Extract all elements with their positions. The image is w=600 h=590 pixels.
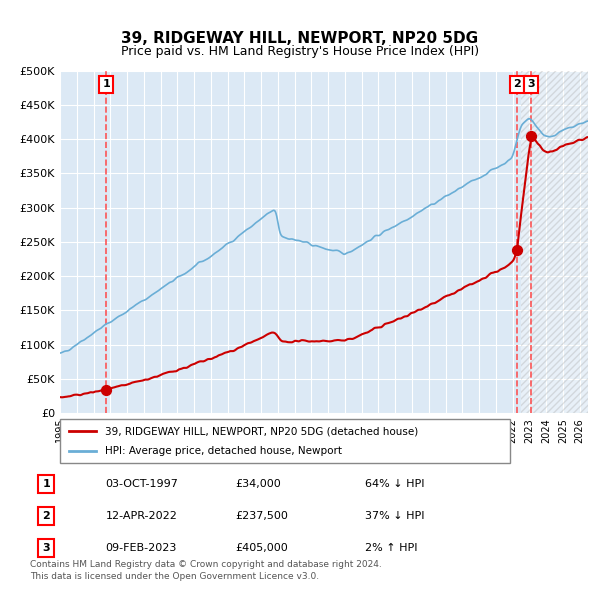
Text: 2: 2 [43, 512, 50, 521]
Text: Contains HM Land Registry data © Crown copyright and database right 2024.
This d: Contains HM Land Registry data © Crown c… [30, 560, 382, 581]
Text: 64% ↓ HPI: 64% ↓ HPI [365, 479, 424, 489]
Bar [521, 71, 588, 413]
Text: £237,500: £237,500 [235, 512, 288, 521]
Point [512, 246, 522, 255]
Text: £405,000: £405,000 [235, 543, 288, 553]
Text: £34,000: £34,000 [235, 479, 281, 489]
Text: 1: 1 [102, 80, 110, 90]
Text: 2: 2 [514, 80, 521, 90]
Text: 09-FEB-2023: 09-FEB-2023 [106, 543, 177, 553]
Text: 2% ↑ HPI: 2% ↑ HPI [365, 543, 418, 553]
Text: 37% ↓ HPI: 37% ↓ HPI [365, 512, 424, 521]
Bar [521, 71, 588, 413]
Text: 3: 3 [527, 80, 535, 90]
Point [101, 385, 111, 395]
Text: 39, RIDGEWAY HILL, NEWPORT, NP20 5DG (detached house): 39, RIDGEWAY HILL, NEWPORT, NP20 5DG (de… [105, 427, 418, 436]
FancyBboxPatch shape [60, 419, 510, 463]
Text: 03-OCT-1997: 03-OCT-1997 [106, 479, 178, 489]
Text: HPI: Average price, detached house, Newport: HPI: Average price, detached house, Newp… [105, 446, 342, 455]
Text: 12-APR-2022: 12-APR-2022 [106, 512, 178, 521]
Text: 39, RIDGEWAY HILL, NEWPORT, NP20 5DG: 39, RIDGEWAY HILL, NEWPORT, NP20 5DG [121, 31, 479, 46]
Point [526, 131, 536, 140]
Text: 3: 3 [43, 543, 50, 553]
Text: Price paid vs. HM Land Registry's House Price Index (HPI): Price paid vs. HM Land Registry's House … [121, 45, 479, 58]
Text: 1: 1 [43, 479, 50, 489]
